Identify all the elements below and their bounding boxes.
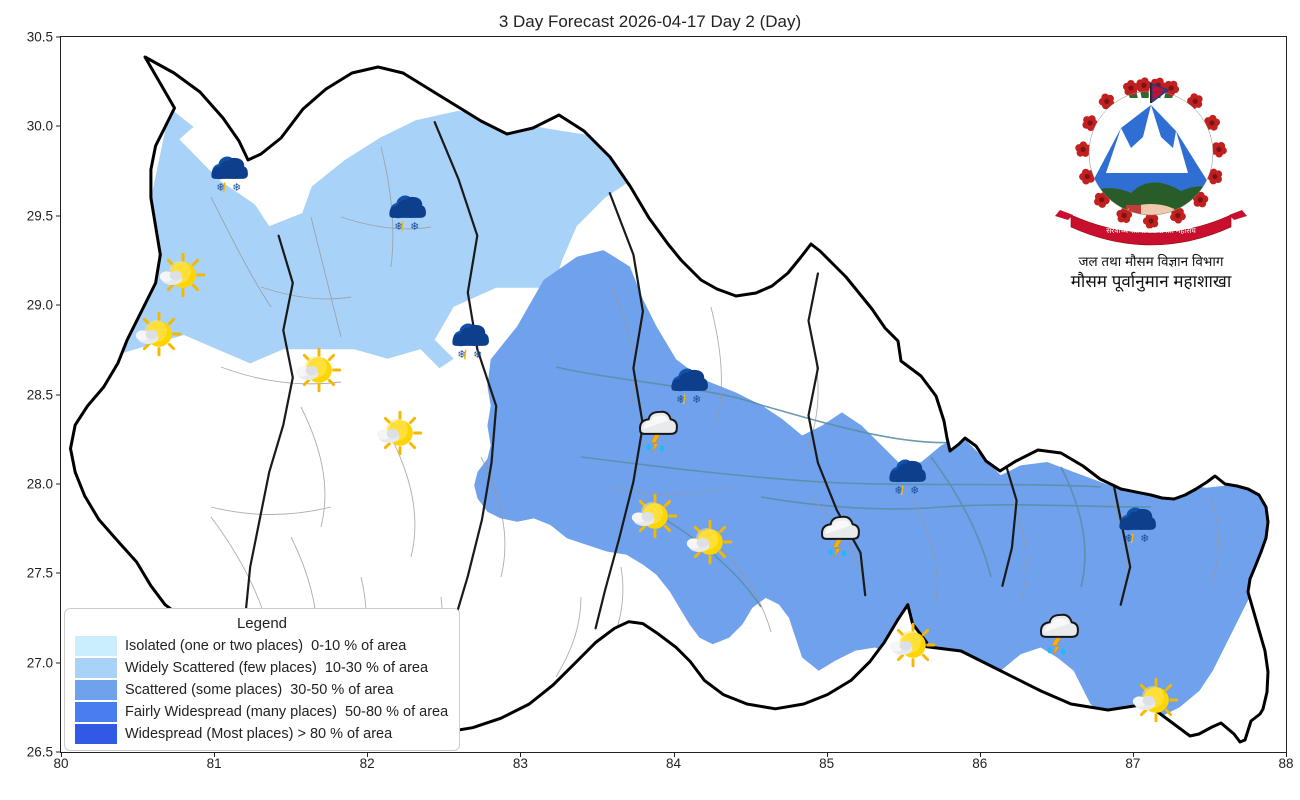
svg-text:सरर्वाेच्च शान्ति स्वाधीनता मह: सरर्वाेच्च शान्ति स्वाधीनता महासंघ xyxy=(1106,226,1196,235)
